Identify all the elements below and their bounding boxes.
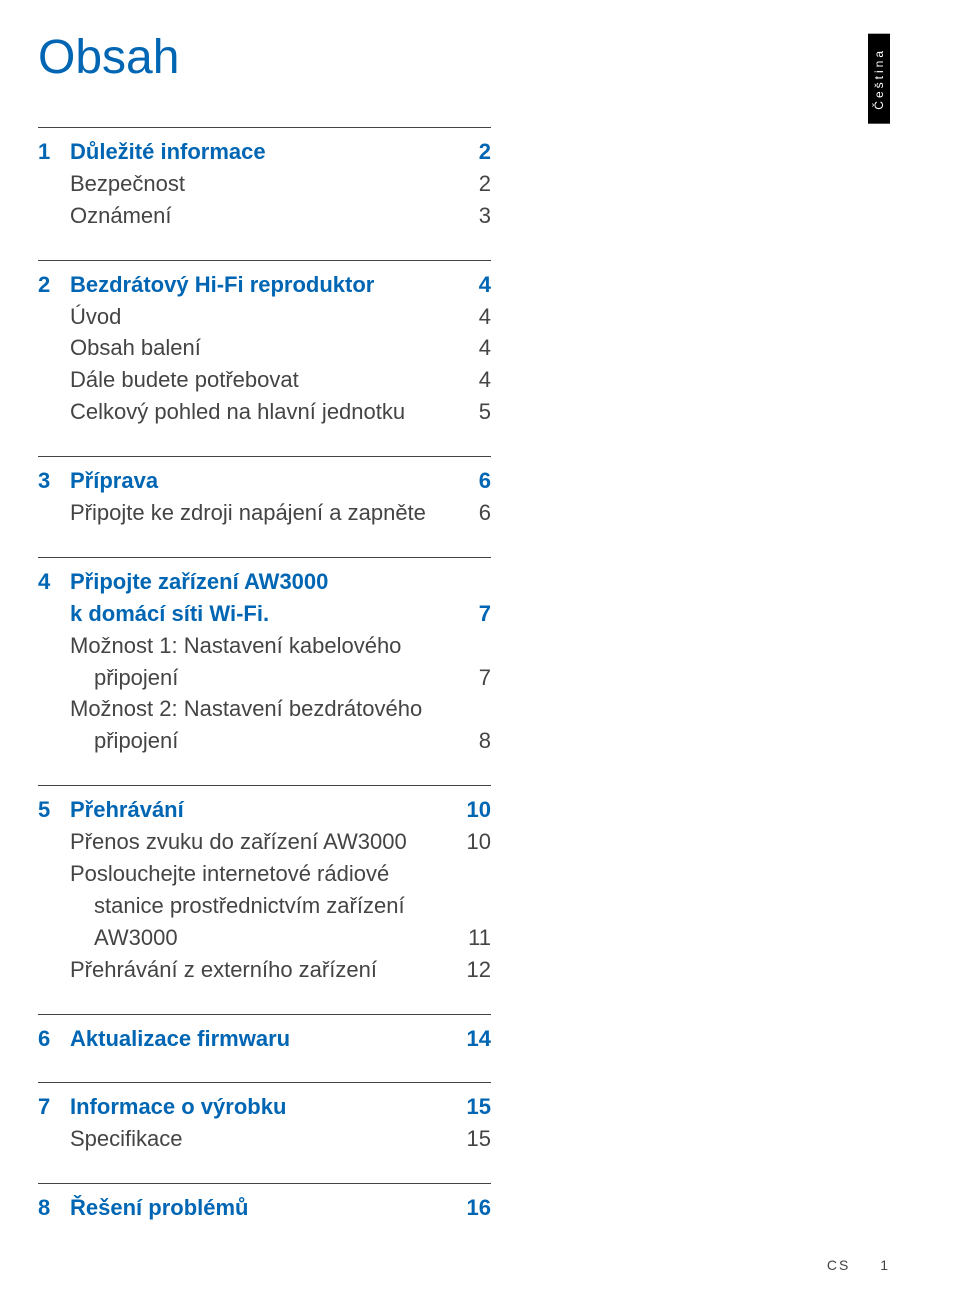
toc-heading-row[interactable]: k domácí síti Wi-Fi.7 <box>38 598 491 630</box>
section-heading: Aktualizace firmwaru <box>70 1023 465 1055</box>
toc-item-row[interactable]: Úvod4 <box>38 301 491 333</box>
page-footer: CS 1 <box>827 1257 890 1273</box>
toc-item-row[interactable]: připojení7 <box>38 662 491 694</box>
toc-heading-row[interactable]: 4Připojte zařízení AW3000 <box>38 566 491 598</box>
item-page: 3 <box>465 200 491 232</box>
section-heading: k domácí síti Wi-Fi. <box>70 598 465 630</box>
section-number: 6 <box>38 1023 70 1055</box>
section-page: 6 <box>465 465 491 497</box>
item-label: stanice prostřednictvím zařízení <box>70 890 465 922</box>
toc-heading-row[interactable]: 2Bezdrátový Hi-Fi reproduktor4 <box>38 269 491 301</box>
section-number: 3 <box>38 465 70 497</box>
section-heading: Připojte zařízení AW3000 <box>70 566 465 598</box>
toc-section: 7Informace o výrobku15Specifikace15 <box>38 1082 491 1155</box>
item-page: 4 <box>465 364 491 396</box>
item-label: připojení <box>70 725 465 757</box>
section-page: 4 <box>465 269 491 301</box>
section-number: 5 <box>38 794 70 826</box>
section-number: 7 <box>38 1091 70 1123</box>
item-label: Přenos zvuku do zařízení AW3000 <box>70 826 465 858</box>
section-heading: Příprava <box>70 465 465 497</box>
language-tag: Čeština <box>868 34 890 124</box>
section-page: 15 <box>465 1091 491 1123</box>
toc-item-row[interactable]: Přenos zvuku do zařízení AW300010 <box>38 826 491 858</box>
section-number: 8 <box>38 1192 70 1224</box>
item-page: 2 <box>465 168 491 200</box>
toc-heading-row[interactable]: 6Aktualizace firmwaru14 <box>38 1023 491 1055</box>
section-page: 14 <box>465 1023 491 1055</box>
toc-item-row[interactable]: připojení8 <box>38 725 491 757</box>
table-of-contents: 1Důležité informace2Bezpečnost2Oznámení3… <box>38 127 491 1224</box>
toc-item-row[interactable]: Připojte ke zdroji napájení a zapněte6 <box>38 497 491 529</box>
toc-item-row[interactable]: Oznámení3 <box>38 200 491 232</box>
toc-heading-row[interactable]: 1Důležité informace2 <box>38 136 491 168</box>
item-page: 8 <box>465 725 491 757</box>
toc-item-row[interactable]: Dále budete potřebovat4 <box>38 364 491 396</box>
section-heading: Bezdrátový Hi-Fi reproduktor <box>70 269 465 301</box>
section-heading: Důležité informace <box>70 136 465 168</box>
toc-item-row[interactable]: Specifikace15 <box>38 1123 491 1155</box>
item-label: Možnost 1: Nastavení kabelového <box>70 630 465 662</box>
section-page: 10 <box>465 794 491 826</box>
item-page: 4 <box>465 301 491 333</box>
item-label: Připojte ke zdroji napájení a zapněte <box>70 497 465 529</box>
item-page: 11 <box>465 922 491 954</box>
item-label: Specifikace <box>70 1123 465 1155</box>
toc-heading-row[interactable]: 8Řešení problémů16 <box>38 1192 491 1224</box>
toc-section: 5Přehrávání10Přenos zvuku do zařízení AW… <box>38 785 491 985</box>
toc-section: 2Bezdrátový Hi-Fi reproduktor4Úvod4Obsah… <box>38 260 491 428</box>
item-label: Úvod <box>70 301 465 333</box>
item-label: připojení <box>70 662 465 694</box>
toc-item-row[interactable]: Přehrávání z externího zařízení12 <box>38 954 491 986</box>
toc-item-row[interactable]: Poslouchejte internetové rádiové <box>38 858 491 890</box>
item-label: Obsah balení <box>70 332 465 364</box>
section-heading: Řešení problémů <box>70 1192 465 1224</box>
item-label: Poslouchejte internetové rádiové <box>70 858 465 890</box>
item-label: Bezpečnost <box>70 168 465 200</box>
toc-section: 8Řešení problémů16 <box>38 1183 491 1224</box>
item-page: 4 <box>465 332 491 364</box>
toc-item-row[interactable]: stanice prostřednictvím zařízení <box>38 890 491 922</box>
item-page: 15 <box>465 1123 491 1155</box>
section-number: 4 <box>38 566 70 598</box>
footer-page: 1 <box>880 1257 890 1273</box>
toc-heading-row[interactable]: 5Přehrávání10 <box>38 794 491 826</box>
toc-item-row[interactable]: Obsah balení4 <box>38 332 491 364</box>
toc-heading-row[interactable]: 7Informace o výrobku15 <box>38 1091 491 1123</box>
item-page: 10 <box>465 826 491 858</box>
section-number: 1 <box>38 136 70 168</box>
item-label: AW3000 <box>70 922 465 954</box>
toc-item-row[interactable]: Možnost 1: Nastavení kabelového <box>38 630 491 662</box>
item-page: 7 <box>465 662 491 694</box>
page-title: Obsah <box>38 30 890 85</box>
item-label: Přehrávání z externího zařízení <box>70 954 465 986</box>
section-page: 16 <box>465 1192 491 1224</box>
toc-item-row[interactable]: AW300011 <box>38 922 491 954</box>
item-page: 12 <box>465 954 491 986</box>
toc-item-row[interactable]: Možnost 2: Nastavení bezdrátového <box>38 693 491 725</box>
section-heading: Informace o výrobku <box>70 1091 465 1123</box>
item-label: Možnost 2: Nastavení bezdrátového <box>70 693 465 725</box>
toc-section: 3Příprava6Připojte ke zdroji napájení a … <box>38 456 491 529</box>
item-page: 5 <box>465 396 491 428</box>
item-label: Dále budete potřebovat <box>70 364 465 396</box>
item-label: Celkový pohled na hlavní jednotku <box>70 396 465 428</box>
section-heading: Přehrávání <box>70 794 465 826</box>
toc-section: 6Aktualizace firmwaru14 <box>38 1014 491 1055</box>
toc-section: 1Důležité informace2Bezpečnost2Oznámení3 <box>38 127 491 232</box>
toc-section: 4Připojte zařízení AW3000k domácí síti W… <box>38 557 491 757</box>
toc-item-row[interactable]: Celkový pohled na hlavní jednotku5 <box>38 396 491 428</box>
item-label: Oznámení <box>70 200 465 232</box>
toc-heading-row[interactable]: 3Příprava6 <box>38 465 491 497</box>
toc-item-row[interactable]: Bezpečnost2 <box>38 168 491 200</box>
item-page: 6 <box>465 497 491 529</box>
section-number: 2 <box>38 269 70 301</box>
section-page: 7 <box>465 598 491 630</box>
section-page: 2 <box>465 136 491 168</box>
footer-lang: CS <box>827 1257 850 1273</box>
